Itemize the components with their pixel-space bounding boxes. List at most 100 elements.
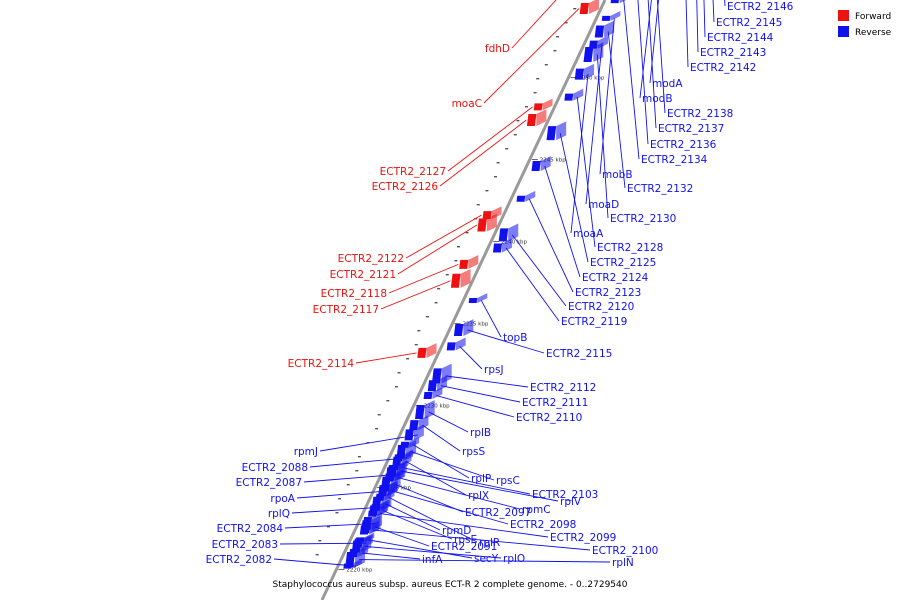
gene-ectr2-2118[interactable] bbox=[459, 255, 479, 269]
gene-label-ectr2-2088[interactable]: ECTR2_2088 bbox=[242, 462, 308, 474]
gene-label-ectr2-2123[interactable]: ECTR2_2123 bbox=[575, 287, 641, 299]
gene-label-ectr2-2115[interactable]: ECTR2_2115 bbox=[546, 348, 612, 360]
gene-ectr2-2117[interactable] bbox=[450, 268, 471, 288]
gene-label-ectr2-2082[interactable]: ECTR2_2082 bbox=[206, 554, 272, 566]
gene-label-ectr2-2117[interactable]: ECTR2_2117 bbox=[313, 304, 379, 316]
gene-label-ectr2-2084[interactable]: ECTR2_2084 bbox=[217, 523, 284, 535]
gene-ectr2-2110[interactable] bbox=[423, 387, 443, 400]
gene-label-infa[interactable]: infA bbox=[422, 554, 443, 566]
gene-label-ectr2-2110[interactable]: ECTR2_2110 bbox=[516, 412, 582, 424]
gene-label-ectr2-2124[interactable]: ECTR2_2124 bbox=[582, 272, 649, 284]
gene-side-face bbox=[362, 533, 373, 548]
gene-label-moaa[interactable]: moaA bbox=[573, 228, 604, 240]
gene-label-rpsj[interactable]: rpsJ bbox=[484, 364, 504, 376]
gene-side-face bbox=[395, 462, 406, 482]
gene-ectr2-2088[interactable] bbox=[394, 449, 414, 462]
gene-ectr2-2111[interactable] bbox=[427, 375, 448, 392]
gene-label-ectr2-2120[interactable]: ECTR2_2120 bbox=[568, 301, 634, 313]
gene-rplq[interactable] bbox=[371, 499, 390, 511]
gene-label-rpmd[interactable]: rpmD bbox=[442, 525, 471, 537]
gene-ectr2-2125[interactable] bbox=[546, 121, 567, 141]
gene-label-ectr2-2118[interactable]: ECTR2_2118 bbox=[321, 288, 387, 300]
gene-label-moda[interactable]: modA bbox=[652, 78, 683, 90]
gene-label-ectr2-2126[interactable]: ECTR2_2126 bbox=[372, 181, 439, 193]
gene-label-ectr2-2142[interactable]: ECTR2_2142 bbox=[690, 62, 756, 74]
gene-ectr2-2121[interactable] bbox=[477, 213, 497, 232]
gene-label-ectr2-2146[interactable]: ECTR2_2146 bbox=[727, 1, 794, 13]
gene-moac[interactable] bbox=[579, 0, 599, 15]
gene-label-ectr2-2111[interactable]: ECTR2_2111 bbox=[522, 397, 588, 409]
gene-label-rpmj[interactable]: rpmJ bbox=[294, 446, 318, 458]
gene-label-ectr2-2083[interactable]: ECTR2_2083 bbox=[212, 539, 278, 551]
gene-label-rplo[interactable]: rplO bbox=[503, 553, 525, 565]
gene-ectr2-2114[interactable] bbox=[417, 343, 437, 358]
gene-label-ectr2-2128[interactable]: ECTR2_2128 bbox=[597, 242, 663, 254]
gene-ectr2-2082[interactable] bbox=[343, 558, 362, 569]
gene-ectr2-2087[interactable] bbox=[385, 462, 406, 482]
gene-label-ectr2-2122[interactable]: ECTR2_2122 bbox=[338, 253, 404, 265]
gene-label-rplv[interactable]: rplV bbox=[560, 496, 582, 508]
gene-label-moad[interactable]: moaD bbox=[588, 199, 619, 211]
gene-label-ectr2-2087[interactable]: ECTR2_2087 bbox=[236, 477, 302, 489]
gene-label-rplx[interactable]: rplX bbox=[468, 490, 489, 502]
gene-moaa[interactable] bbox=[574, 63, 595, 80]
gene-ectr2-2119[interactable] bbox=[492, 238, 513, 253]
gene-label-secy[interactable]: secY bbox=[474, 553, 499, 565]
gene-label-ectr2-2091[interactable]: ECTR2_2091 bbox=[431, 541, 497, 553]
gene-label-rpmc[interactable]: rpmC bbox=[522, 504, 551, 516]
gene-label-rplp[interactable]: rplP bbox=[471, 473, 491, 485]
gene-topb[interactable] bbox=[468, 293, 488, 303]
leader-line bbox=[355, 352, 417, 364]
gene-label-rplr[interactable]: rplR bbox=[479, 537, 500, 549]
gene-rplb[interactable] bbox=[414, 400, 435, 419]
gene-ectr2-2124[interactable] bbox=[531, 156, 551, 171]
gene-label-ectr2-2127[interactable]: ECTR2_2127 bbox=[380, 166, 446, 178]
gene-ectr2-2134[interactable] bbox=[610, 0, 630, 4]
gene-label-ectr2-2097[interactable]: ECTR2_2097 bbox=[465, 507, 531, 519]
gene-label-topb[interactable]: topB bbox=[503, 332, 527, 344]
gene-label-ectr2-2130[interactable]: ECTR2_2130 bbox=[610, 213, 676, 225]
gene-label-ectr2-2132[interactable]: ECTR2_2132 bbox=[627, 183, 693, 195]
gene-label-ectr2-2134[interactable]: ECTR2_2134 bbox=[641, 154, 708, 166]
gene-ectr2-2132[interactable] bbox=[594, 20, 615, 38]
gene-label-rplb[interactable]: rplB bbox=[470, 427, 491, 439]
gene-label-ectr2-2099[interactable]: ECTR2_2099 bbox=[550, 532, 616, 544]
gene-ectr2-2115[interactable] bbox=[453, 319, 474, 336]
gene-ectr2-2084[interactable] bbox=[362, 512, 383, 530]
gene-ectr2-2120[interactable] bbox=[498, 223, 519, 242]
gene-label-rpoa[interactable]: rpoA bbox=[270, 493, 295, 505]
gene-rpsj[interactable] bbox=[446, 337, 466, 351]
gene-label-ectr2-2138[interactable]: ECTR2_2138 bbox=[667, 108, 733, 120]
gene-label-moac[interactable]: moaC bbox=[452, 98, 482, 110]
gene-label-rpse[interactable]: rpsE bbox=[454, 534, 477, 546]
gene-label-modb[interactable]: modB bbox=[642, 93, 673, 105]
gene-ectr2-2083[interactable] bbox=[353, 533, 373, 548]
gene-label-rplq[interactable]: rplQ bbox=[268, 508, 290, 520]
gene-label-ectr2-2098[interactable]: ECTR2_2098 bbox=[510, 519, 576, 531]
gene-rpmj[interactable] bbox=[404, 424, 424, 441]
gene-label-fdhd[interactable]: fdhD bbox=[485, 43, 510, 55]
gene-label-ectr2-2143[interactable]: ECTR2_2143 bbox=[700, 47, 766, 59]
gene-label-ectr2-2145[interactable]: ECTR2_2145 bbox=[716, 17, 782, 29]
gene-ectr2-2130[interactable] bbox=[583, 42, 604, 62]
gene-label-ectr2-2103[interactable]: ECTR2_2103 bbox=[532, 489, 598, 501]
gene-label-ectr2-2137[interactable]: ECTR2_2137 bbox=[658, 123, 724, 135]
gene-mobb[interactable] bbox=[601, 11, 621, 21]
gene-label-ectr2-2121[interactable]: ECTR2_2121 bbox=[330, 269, 396, 281]
gene-label-ectr2-2114[interactable]: ECTR2_2114 bbox=[288, 358, 355, 370]
gene-label-ectr2-2144[interactable]: ECTR2_2144 bbox=[707, 32, 774, 44]
gene-label-rpsc[interactable]: rpsC bbox=[496, 475, 520, 487]
gene-label-ectr2-2125[interactable]: ECTR2_2125 bbox=[590, 257, 656, 269]
gene-label-ectr2-2100[interactable]: ECTR2_2100 bbox=[592, 545, 658, 557]
gene-label-rpss[interactable]: rpsS bbox=[462, 446, 485, 458]
gene-label-ectr2-2119[interactable]: ECTR2_2119 bbox=[561, 316, 627, 328]
gene-ectr2-2128[interactable] bbox=[564, 88, 584, 101]
gene-ectr2-2126[interactable] bbox=[526, 109, 547, 127]
gene-ectr2-2127[interactable] bbox=[533, 98, 553, 111]
gene-label-mobb[interactable]: mobB bbox=[602, 169, 633, 181]
gene-label-ectr2-2112[interactable]: ECTR2_2112 bbox=[530, 382, 596, 394]
gene-label-rpln[interactable]: rplN bbox=[612, 557, 634, 569]
gene-label-ectr2-2136[interactable]: ECTR2_2136 bbox=[650, 139, 717, 151]
gene-ectr2-2123[interactable] bbox=[516, 190, 536, 202]
gene-rpoa[interactable] bbox=[378, 480, 398, 496]
